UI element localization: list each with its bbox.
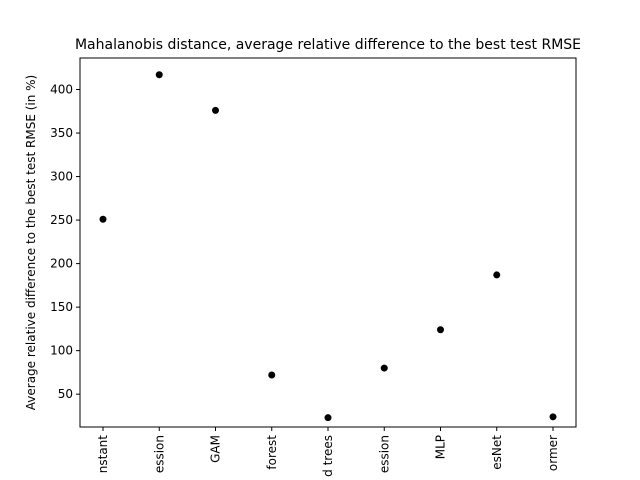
chart-title: Mahalanobis distance, average relative d… <box>75 37 581 53</box>
x-tick-label: MLP <box>434 435 448 459</box>
x-tick-label: ession <box>377 435 391 473</box>
data-points <box>99 71 557 422</box>
data-point <box>437 326 444 334</box>
data-point <box>380 364 388 372</box>
x-tick-label: d trees <box>321 435 335 477</box>
y-tick-label: 100 <box>50 344 73 358</box>
data-point <box>212 106 219 114</box>
y-axis-label: Average relative difference to the best … <box>24 75 38 410</box>
y-tick-label: 350 <box>50 126 73 140</box>
plot-area <box>79 57 577 428</box>
data-point <box>99 215 107 223</box>
x-tick-label: esNet <box>490 435 504 470</box>
y-tick-label: 50 <box>58 387 73 401</box>
x-tick-label: ession <box>152 435 166 473</box>
data-point <box>493 271 501 279</box>
plot-frame <box>79 57 577 428</box>
y-tick-label: 400 <box>50 83 73 97</box>
data-point <box>268 371 276 379</box>
y-tick-label: 300 <box>50 170 73 184</box>
data-point <box>155 71 163 79</box>
data-point <box>549 413 557 421</box>
x-tick-label: GAM <box>209 435 223 463</box>
x-axis: nstant ession GAM forest d trees ession MLP esN… <box>96 427 560 477</box>
y-tick-label: 250 <box>50 213 73 227</box>
y-tick-label: 200 <box>50 257 73 271</box>
x-tick-label: forest <box>265 435 279 470</box>
x-tick-label: ormer <box>546 435 560 471</box>
x-tick-label: nstant <box>96 435 110 474</box>
data-point <box>324 414 332 422</box>
y-tick-label: 150 <box>50 300 73 314</box>
y-axis: 50 100 150 200 250 300 350 400 <box>50 83 80 401</box>
